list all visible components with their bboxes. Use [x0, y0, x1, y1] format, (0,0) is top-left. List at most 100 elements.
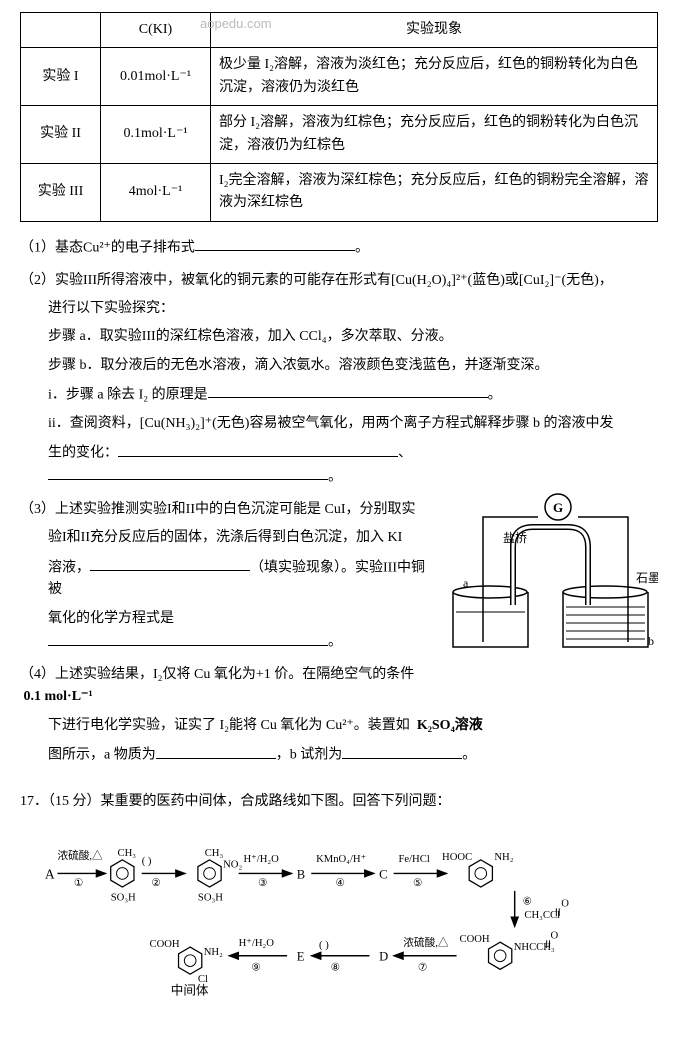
q4-l3b: ，b 试剂为	[276, 748, 343, 763]
table-row: 实验 III 4mol·L⁻¹ I₂完全溶解，溶液为深红棕色；充分反应后，红色的…	[21, 163, 658, 221]
svg-text:H⁺/H₂O: H⁺/H₂O	[239, 938, 275, 949]
th-blank	[21, 13, 101, 48]
q4-blank-b	[342, 743, 462, 758]
reaction-scheme: A 浓硫酸,△ ① CH₃ SO₃H ② ( ) CH₃ NO₂ SO₃H H⁺…	[40, 825, 658, 1047]
td-label: 实验 II	[21, 106, 101, 164]
q1-text: （1）基态Cu²⁺的电子排布式	[20, 240, 195, 255]
q4-l2: 下进行电化学实验，证实了 I₂能将 Cu 氧化为 Cu²⁺。装置如 K₂SO₄溶…	[48, 715, 658, 737]
q2-ii-l2: 生的变化： 、。	[48, 441, 658, 489]
q4-l1: （4）上述实验结果，I₂仅将 Cu 氧化为+1 价。在隔绝空气的条件 0.1 m…	[20, 664, 658, 709]
table-row: 实验 I 0.01mol·L⁻¹ 极少量 I₂溶解，溶液为淡红色；充分反应后，红…	[21, 48, 658, 106]
q17-title: 17．（15 分）某重要的医药中间体，合成路线如下图。回答下列问题：	[20, 791, 658, 813]
svg-text:( ): ( )	[319, 940, 329, 951]
q4-l3a: 图所示，a 物质为	[48, 748, 156, 763]
q2-ii-sep: 、	[398, 446, 412, 461]
svg-text:Fe/HCl: Fe/HCl	[398, 854, 429, 865]
q2-i: i．步骤 a 除去 I₂ 的原理是 。	[48, 383, 658, 407]
q3-l3a: 溶液，	[48, 560, 90, 575]
svg-text:NO₂: NO₂	[223, 860, 242, 871]
svg-text:C: C	[379, 868, 387, 882]
q2-line1: 进行以下实验探究：	[48, 298, 658, 320]
svg-text:NH₂: NH₂	[204, 947, 223, 958]
q1-tail: 。	[355, 240, 369, 255]
svg-text:CH₃: CH₃	[205, 848, 224, 859]
q3-l4-tail: 。	[328, 635, 342, 650]
svg-text:CH₃: CH₃	[118, 848, 137, 859]
td-conc: 0.01mol·L⁻¹	[101, 48, 211, 106]
fig-a: a	[463, 576, 469, 590]
svg-text:COOH: COOH	[149, 939, 179, 950]
svg-text:浓硫酸,△: 浓硫酸,△	[57, 849, 103, 862]
svg-text:③: ③	[258, 877, 268, 889]
svg-text:⑧: ⑧	[331, 962, 341, 974]
svg-text:HOOC: HOOC	[442, 852, 472, 863]
fig-sol-label: K₂SO₄溶液	[417, 718, 483, 733]
watermark-text: aopedu.com	[200, 14, 272, 35]
svg-text:SO₃H: SO₃H	[111, 893, 136, 904]
td-label: 实验 I	[21, 48, 101, 106]
svg-text:O: O	[551, 931, 559, 942]
svg-text:①: ①	[74, 877, 84, 889]
reaction-svg: A 浓硫酸,△ ① CH₃ SO₃H ② ( ) CH₃ NO₂ SO₃H H⁺…	[40, 825, 660, 1038]
td-obs: 部分 I₂溶解，溶液为红棕色；充分反应后，红色的铜粉转化为白色沉淀，溶液仍为红棕…	[211, 106, 658, 164]
td-obs: I₂完全溶解，溶液为深红棕色；充分反应后，红色的铜粉完全溶解，溶液为深红棕色	[211, 163, 658, 221]
q4-l2-text: 下进行电化学实验，证实了 I₂能将 Cu 氧化为 Cu²⁺。装置如	[48, 718, 410, 733]
q3-blank	[90, 556, 250, 571]
fig-salt-bridge: 盐桥	[503, 531, 527, 545]
q2-ii-tail: 。	[328, 469, 342, 484]
svg-text:⑨: ⑨	[251, 962, 261, 974]
td-conc: 0.1mol·L⁻¹	[101, 106, 211, 164]
q3-eq-blank	[48, 630, 328, 645]
table-row: 实验 II 0.1mol·L⁻¹ 部分 I₂溶解，溶液为红棕色；充分反应后，红色…	[21, 106, 658, 164]
svg-text:O: O	[561, 899, 569, 910]
fig-graphite: 石墨	[636, 571, 658, 585]
svg-text:CH₃CCl: CH₃CCl	[524, 910, 560, 921]
svg-text:D: D	[379, 950, 388, 964]
q2-ii-blank1	[118, 441, 398, 456]
svg-text:B: B	[297, 868, 305, 882]
q3-l4-text: 氧化的化学方程式是	[48, 611, 174, 626]
svg-text:②: ②	[151, 877, 161, 889]
q2-ii-text2: 生的变化：	[48, 446, 118, 461]
svg-text:A: A	[45, 867, 55, 882]
fig-g: G	[553, 500, 563, 515]
fig-b: b	[648, 634, 654, 648]
q1-blank	[195, 236, 355, 251]
svg-text:中间体: 中间体	[171, 984, 209, 998]
svg-text:NHCCH₃: NHCCH₃	[514, 942, 555, 953]
svg-text:SO₃H: SO₃H	[198, 893, 223, 904]
svg-text:E: E	[297, 950, 305, 964]
svg-text:KMnO₄/H⁺: KMnO₄/H⁺	[316, 854, 367, 865]
q4-l3: 图所示，a 物质为 ，b 试剂为 。	[48, 743, 658, 767]
q2-i-blank	[208, 383, 488, 398]
td-obs: 极少量 I₂溶解，溶液为淡红色；充分反应后，红色的铜粉转化为白色沉淀，溶液仍为淡…	[211, 48, 658, 106]
svg-text:NH₂: NH₂	[494, 852, 513, 863]
svg-text:④: ④	[335, 877, 345, 889]
td-conc: 4mol·L⁻¹	[101, 163, 211, 221]
svg-text:COOH: COOH	[459, 935, 489, 946]
q1-line: （1）基态Cu²⁺的电子排布式 。	[20, 236, 658, 260]
svg-text:H⁺/H₂O: H⁺/H₂O	[243, 854, 279, 865]
svg-text:( ): ( )	[142, 856, 152, 867]
svg-text:⑤: ⑤	[413, 877, 423, 889]
th-concentration: C(KI)	[101, 13, 211, 48]
q2-ii-l1: ii．查阅资料，[Cu(NH₃)₂]⁺(无色)容易被空气氧化，用两个离子方程式解…	[48, 413, 658, 435]
svg-text:⑦: ⑦	[418, 962, 428, 974]
experiment-table: C(KI) 实验现象 实验 I 0.01mol·L⁻¹ 极少量 I₂溶解，溶液为…	[20, 12, 658, 222]
q2-ii-blank2	[48, 465, 328, 480]
apparatus-svg: G 盐桥 石墨 a b	[443, 487, 658, 657]
svg-text:⑥: ⑥	[522, 896, 532, 908]
fig-conc-label: 0.1 mol·L⁻¹	[24, 689, 93, 704]
td-label: 实验 III	[21, 163, 101, 221]
q2-step-a: 步骤 a．取实验III的深红棕色溶液，加入 CCl₄，多次萃取、分液。	[48, 326, 658, 348]
q2-i-text: i．步骤 a 除去 I₂ 的原理是	[48, 387, 208, 402]
q4-l1-text: （4）上述实验结果，I₂仅将 Cu 氧化为+1 价。在隔绝空气的条件	[20, 667, 414, 682]
q2-step-b: 步骤 b．取分液后的无色水溶液，滴入浓氨水。溶液颜色变浅蓝色，并逐渐变深。	[48, 355, 658, 377]
q4-blank-a	[156, 743, 276, 758]
q4-l3-tail: 。	[462, 748, 476, 763]
q2-i-tail: 。	[488, 387, 502, 402]
apparatus-figure: G 盐桥 石墨 a b	[443, 487, 658, 665]
table-header-row: C(KI) 实验现象	[21, 13, 658, 48]
svg-text:浓硫酸,△: 浓硫酸,△	[403, 936, 449, 949]
th-observation: 实验现象	[211, 13, 658, 48]
